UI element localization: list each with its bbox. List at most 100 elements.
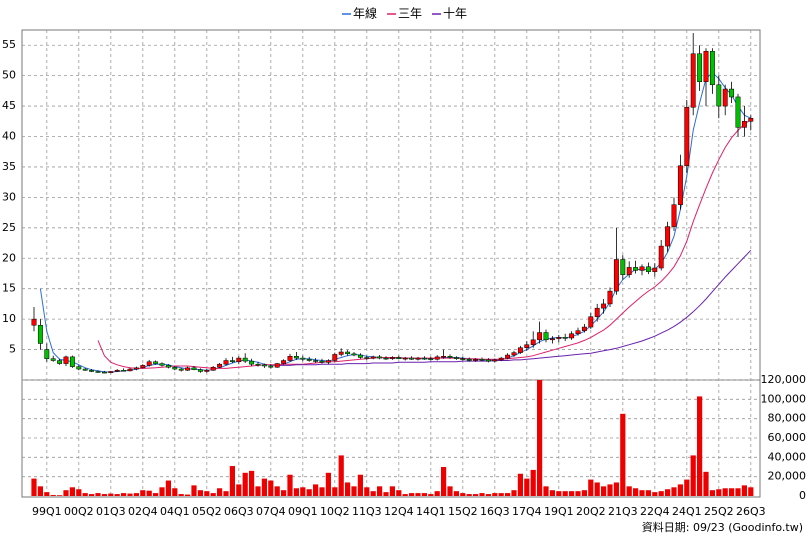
candle-body xyxy=(37,324,43,344)
volume-bar xyxy=(121,493,127,496)
y2-tick-label: 0 xyxy=(799,489,806,502)
candle-body xyxy=(236,357,242,362)
candle-body xyxy=(255,363,261,366)
volume-bar xyxy=(127,493,133,496)
candle-body xyxy=(185,367,191,371)
x-tick-label: 17Q4 xyxy=(512,505,542,518)
volume-bar xyxy=(428,494,434,496)
candle-body xyxy=(620,259,626,275)
y-tick-label: 5 xyxy=(9,343,16,356)
volume-bar xyxy=(370,491,376,496)
candle-body xyxy=(274,363,280,368)
candle-body xyxy=(389,357,395,359)
volume-bar xyxy=(620,413,626,496)
volume-bar xyxy=(249,470,255,496)
candle-body xyxy=(524,344,530,348)
volume-bar xyxy=(703,471,709,496)
candle-body xyxy=(409,357,415,360)
volume-bar xyxy=(594,482,600,496)
y-tick-label: 50 xyxy=(2,69,16,82)
candle-body xyxy=(569,333,575,339)
x-tick-label: 12Q4 xyxy=(384,505,414,518)
candle-body xyxy=(306,359,312,361)
volume-bar xyxy=(255,486,261,496)
volume-bar xyxy=(396,490,402,496)
candle-body xyxy=(281,360,287,364)
volume-bar xyxy=(63,490,69,496)
ma-line xyxy=(277,249,752,366)
volume-bar xyxy=(50,495,56,496)
x-tick-label: 20Q2 xyxy=(576,505,606,518)
candle-body xyxy=(645,266,651,272)
candle-body xyxy=(581,326,587,331)
volume-bar xyxy=(562,491,568,496)
ma-line xyxy=(39,71,752,373)
volume-bar xyxy=(530,469,536,496)
candle-body xyxy=(671,204,677,227)
candle-body xyxy=(607,290,613,305)
candle-body xyxy=(684,107,690,166)
candle-body xyxy=(332,354,338,361)
candle-body xyxy=(57,360,63,364)
y2-tick-label: 60,000 xyxy=(768,431,807,444)
candle-body xyxy=(127,368,133,372)
volume-bar xyxy=(581,490,587,496)
candle-body xyxy=(197,369,203,372)
volume-bar xyxy=(114,494,120,496)
candle-body xyxy=(441,356,447,358)
volume-bar xyxy=(505,493,511,496)
x-tick-label: 01Q3 xyxy=(96,505,126,518)
candle-body xyxy=(473,359,479,361)
volume-bar xyxy=(722,488,728,496)
x-tick-label: 22Q4 xyxy=(640,505,670,518)
candle-body xyxy=(402,357,408,360)
volume-bar xyxy=(351,486,357,496)
volume-bar xyxy=(389,486,395,496)
candle-body xyxy=(300,357,306,360)
volume-bar xyxy=(37,486,43,496)
volume-bar xyxy=(165,480,171,496)
candle-body xyxy=(383,357,389,360)
volume-bar xyxy=(377,486,383,496)
candle-body xyxy=(121,370,127,372)
candle-body xyxy=(261,364,267,367)
volume-bar xyxy=(569,491,575,496)
y-tick-label: 45 xyxy=(2,99,16,112)
x-tick-label: 25Q2 xyxy=(704,505,734,518)
volume-bar xyxy=(287,474,293,496)
volume-bar xyxy=(665,489,671,496)
candle-body xyxy=(357,354,363,358)
candle-body xyxy=(697,53,703,82)
volume-bar xyxy=(319,487,325,496)
volume-bar xyxy=(261,478,267,496)
volume-bar xyxy=(626,486,632,496)
x-tick-label: 07Q4 xyxy=(256,505,286,518)
volume-bar xyxy=(281,490,287,496)
volume-bar xyxy=(716,489,722,496)
candle-body xyxy=(31,318,37,326)
candle-body xyxy=(338,351,344,355)
volume-bar xyxy=(293,488,299,496)
candle-body xyxy=(76,366,82,370)
y-tick-label: 20 xyxy=(2,251,16,264)
candle-body xyxy=(133,367,139,370)
volume-bar xyxy=(492,493,498,496)
candle-body xyxy=(50,358,56,361)
candle-body xyxy=(428,358,434,360)
candle-body xyxy=(44,349,50,359)
volume-bar xyxy=(671,487,677,496)
legend-label: 三年 xyxy=(398,7,422,21)
volume-bar xyxy=(89,494,95,496)
candle-body xyxy=(677,165,683,205)
candle-body xyxy=(82,368,88,371)
volume-bar xyxy=(101,494,107,496)
volume-bar xyxy=(217,488,223,496)
volume-bar xyxy=(69,487,75,496)
volume-bar xyxy=(364,487,370,496)
candle-body xyxy=(69,356,75,367)
x-tick-label: 06Q3 xyxy=(224,505,254,518)
x-tick-label: 26Q3 xyxy=(736,505,766,518)
volume-bar xyxy=(601,486,607,496)
volume-bar xyxy=(300,487,306,496)
candle-body xyxy=(89,370,95,372)
